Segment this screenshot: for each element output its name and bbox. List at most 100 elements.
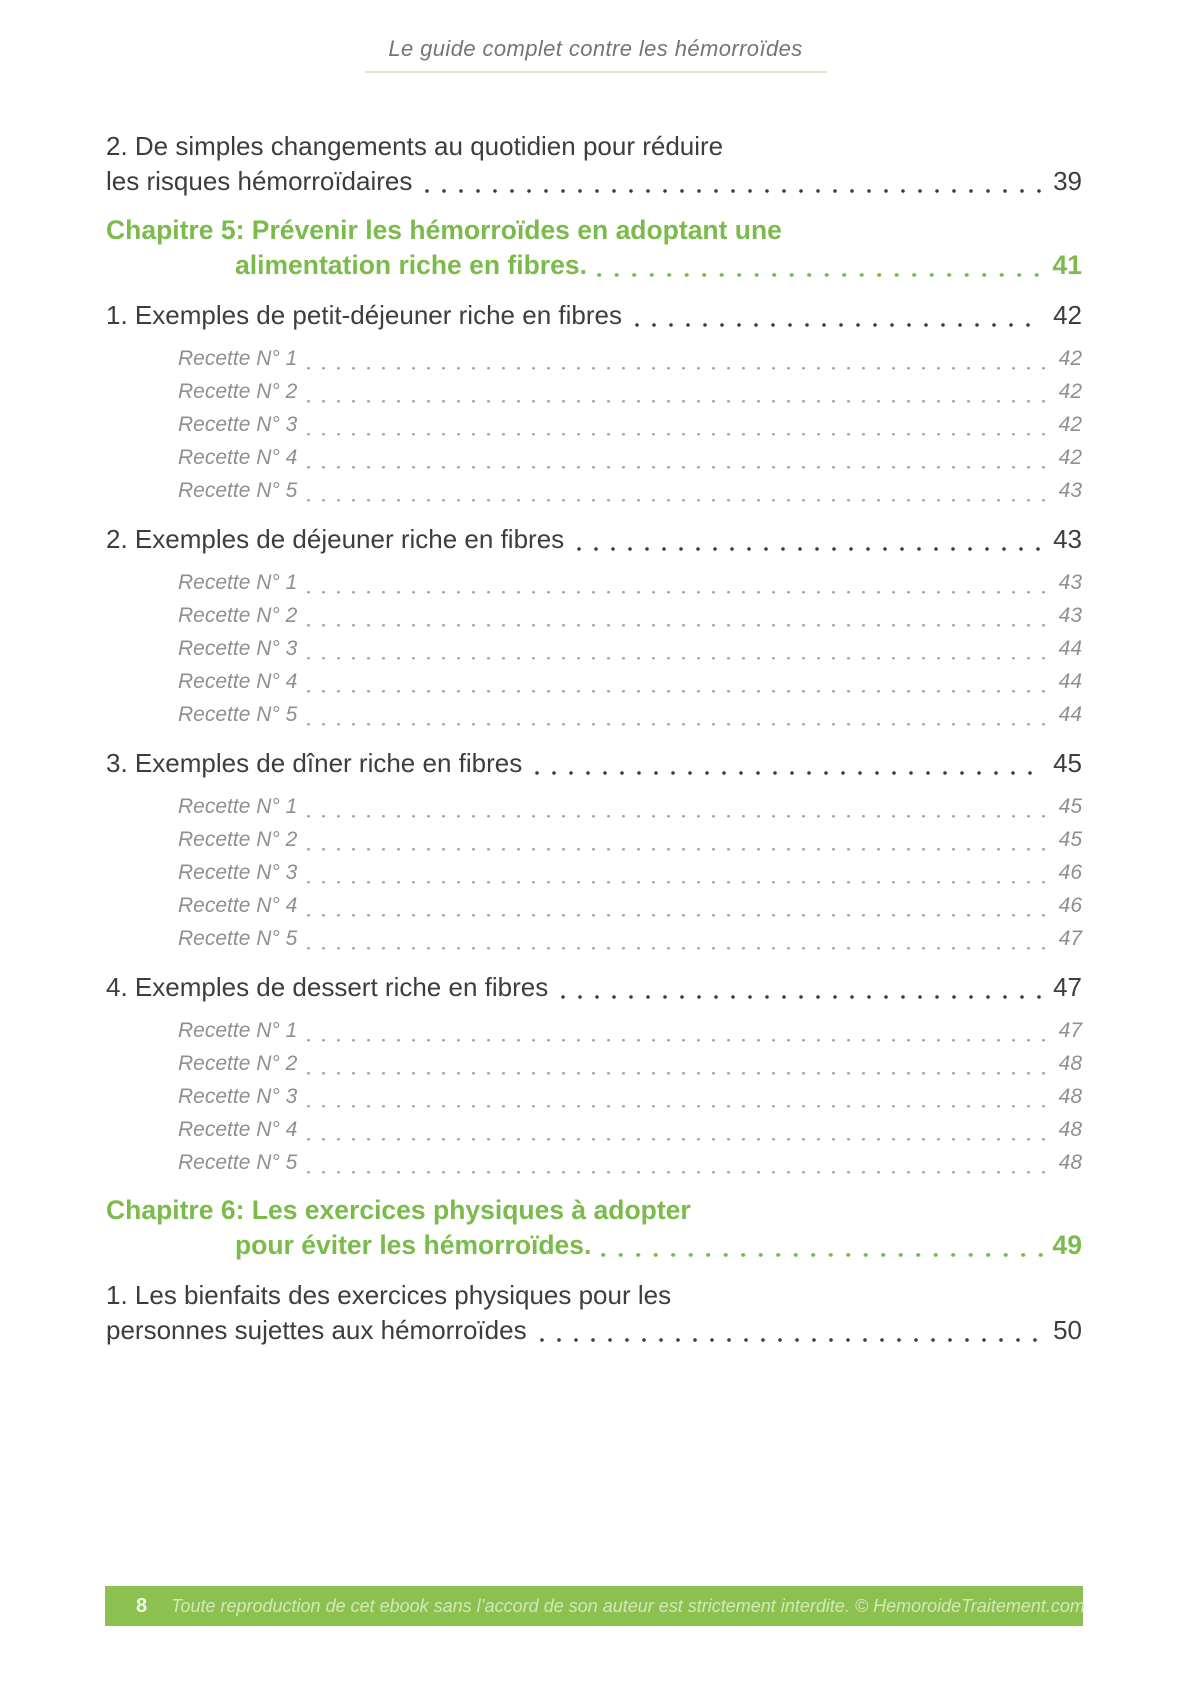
toc-entry-label: Recette N° 5 — [178, 479, 298, 502]
toc-entry-section[interactable]: 1. Les bienfaits des exercices physiques… — [106, 1278, 1082, 1348]
toc-entry-recipe[interactable]: Recette N° 1 42 — [106, 342, 1082, 375]
dot-leader — [425, 189, 1044, 193]
toc-page-number: 43 — [1058, 571, 1082, 594]
toc-entry-recipe[interactable]: Recette N° 5 47 — [106, 922, 1082, 955]
dot-leader — [577, 547, 1044, 551]
dot-leader — [307, 366, 1049, 370]
toc-page-number: 41 — [1052, 250, 1082, 280]
dot-leader — [307, 946, 1049, 950]
toc-entry-section[interactable]: 3. Exemples de dîner riche en fibres 45 — [106, 746, 1082, 781]
toc-entry-label: 2. Exemples de déjeuner riche en fibres — [106, 524, 565, 554]
toc-entry-label: Recette N° 5 — [178, 1151, 298, 1174]
toc-entry-section[interactable]: 4. Exemples de dessert riche en fibres 4… — [106, 970, 1082, 1005]
dot-leader — [307, 913, 1049, 917]
toc-page-number: 39 — [1053, 166, 1082, 196]
toc-page-number: 45 — [1058, 828, 1082, 851]
toc-entry-label: les risques hémorroïdaires — [106, 166, 413, 196]
toc-entry-recipe[interactable]: Recette N° 4 42 — [106, 441, 1082, 474]
dot-leader — [307, 1071, 1049, 1075]
page-header: Le guide complet contre les hémorroïdes — [0, 0, 1191, 73]
toc-entry-recipe[interactable]: Recette N° 1 45 — [106, 790, 1082, 823]
toc-entry-label: pour éviter les hémorroïdes. — [235, 1230, 592, 1260]
footer-copyright: Toute reproduction de cet ebook sans l’a… — [171, 1595, 1085, 1616]
toc-entry-label: 3. Exemples de dîner riche en fibres — [106, 748, 523, 778]
dot-leader — [307, 1038, 1049, 1042]
toc-entry-chapter[interactable]: Chapitre 6: Les exercices physiques à ad… — [106, 1193, 1082, 1263]
dot-leader — [307, 1170, 1049, 1174]
toc-entry-section[interactable]: 1. Exemples de petit-déjeuner riche en f… — [106, 298, 1082, 333]
toc-entry-section[interactable]: 2. De simples changements au quotidien p… — [106, 129, 1082, 199]
toc-entry-label: Chapitre 6: Les exercices physiques à ad… — [106, 1195, 691, 1225]
dot-leader — [307, 1137, 1049, 1141]
toc-page-number: 42 — [1058, 380, 1082, 403]
dot-leader — [307, 814, 1049, 818]
toc-page-number: 50 — [1053, 1315, 1082, 1345]
dot-leader — [307, 465, 1049, 469]
toc-entry-label: Recette N° 4 — [178, 670, 298, 693]
dot-leader — [307, 498, 1049, 502]
toc-entry-label: Recette N° 4 — [178, 894, 298, 917]
toc-entry-label: Recette N° 5 — [178, 703, 298, 726]
toc-page-number: 48 — [1058, 1151, 1082, 1174]
toc-entry-recipe[interactable]: Recette N° 3 46 — [106, 856, 1082, 889]
toc-entry-label: Recette N° 3 — [178, 861, 298, 884]
toc-entry-recipe[interactable]: Recette N° 3 44 — [106, 632, 1082, 665]
dot-leader — [307, 722, 1049, 726]
toc-page-number: 46 — [1058, 894, 1082, 917]
toc-page-number: 47 — [1058, 1019, 1082, 1042]
dot-leader — [601, 1252, 1043, 1257]
toc-entry-section[interactable]: 2. Exemples de déjeuner riche en fibres … — [106, 522, 1082, 557]
footer-page-number: 8 — [136, 1594, 148, 1617]
toc-entry-recipe[interactable]: Recette N° 2 43 — [106, 599, 1082, 632]
toc-entry-label: Chapitre 5: Prévenir les hémorroïdes en … — [106, 215, 782, 245]
toc-page-number: 42 — [1053, 300, 1082, 330]
toc-page-number: 48 — [1058, 1118, 1082, 1141]
toc-page-number: 42 — [1058, 413, 1082, 436]
toc-entry-label: Recette N° 1 — [178, 571, 298, 594]
footer-bar: 8 Toute reproduction de cet ebook sans l… — [105, 1586, 1085, 1626]
dot-leader — [307, 689, 1049, 693]
book-title: Le guide complet contre les hémorroïdes — [388, 36, 803, 61]
toc-entry-label: Recette N° 5 — [178, 927, 298, 950]
toc-entry-recipe[interactable]: Recette N° 2 48 — [106, 1047, 1082, 1080]
toc-entry-recipe[interactable]: Recette N° 5 43 — [106, 474, 1082, 507]
header-divider — [364, 71, 827, 73]
dot-leader — [307, 656, 1049, 660]
toc-page-number: 43 — [1058, 604, 1082, 627]
toc-entry-label: Recette N° 2 — [178, 604, 298, 627]
toc-entry-recipe[interactable]: Recette N° 4 48 — [106, 1113, 1082, 1146]
toc-entry-recipe[interactable]: Recette N° 3 42 — [106, 408, 1082, 441]
toc-entry-label: Recette N° 4 — [178, 1118, 298, 1141]
dot-leader — [634, 323, 1044, 327]
toc-entry-label: 1. Exemples de petit-déjeuner riche en f… — [106, 300, 622, 330]
toc-page-number: 45 — [1058, 795, 1082, 818]
toc-page-number: 43 — [1053, 524, 1082, 554]
toc-page-number: 43 — [1058, 479, 1082, 502]
dot-leader — [596, 272, 1043, 277]
toc-entry-recipe[interactable]: Recette N° 4 44 — [106, 665, 1082, 698]
toc-entry-label: Recette N° 1 — [178, 795, 298, 818]
dot-leader — [307, 590, 1049, 594]
toc-page-number: 48 — [1058, 1085, 1082, 1108]
toc-entry-label: Recette N° 3 — [178, 1085, 298, 1108]
toc-page-number: 48 — [1058, 1052, 1082, 1075]
toc-entry-label: 4. Exemples de dessert riche en fibres — [106, 972, 549, 1002]
toc-entry-label: alimentation riche en fibres. — [235, 250, 587, 280]
toc-entry-label: Recette N° 2 — [178, 828, 298, 851]
toc-entry-recipe[interactable]: Recette N° 4 46 — [106, 889, 1082, 922]
toc-page-number: 46 — [1058, 861, 1082, 884]
toc-entry-recipe[interactable]: Recette N° 1 43 — [106, 566, 1082, 599]
toc-entry-recipe[interactable]: Recette N° 2 42 — [106, 375, 1082, 408]
toc-entry-recipe[interactable]: Recette N° 5 48 — [106, 1146, 1082, 1179]
dot-leader — [307, 399, 1049, 403]
toc-entry-label: Recette N° 4 — [178, 446, 298, 469]
toc-entry-recipe[interactable]: Recette N° 2 45 — [106, 823, 1082, 856]
toc-entry-recipe[interactable]: Recette N° 5 44 — [106, 698, 1082, 731]
toc-page-number: 44 — [1058, 703, 1082, 726]
toc-entry-label: Recette N° 2 — [178, 380, 298, 403]
toc-entry-label: personnes sujettes aux hémorroïdes — [106, 1315, 527, 1345]
toc-entry-recipe[interactable]: Recette N° 3 48 — [106, 1080, 1082, 1113]
dot-leader — [535, 771, 1044, 775]
toc-entry-recipe[interactable]: Recette N° 1 47 — [106, 1014, 1082, 1047]
toc-entry-chapter[interactable]: Chapitre 5: Prévenir les hémorroïdes en … — [106, 213, 1082, 283]
